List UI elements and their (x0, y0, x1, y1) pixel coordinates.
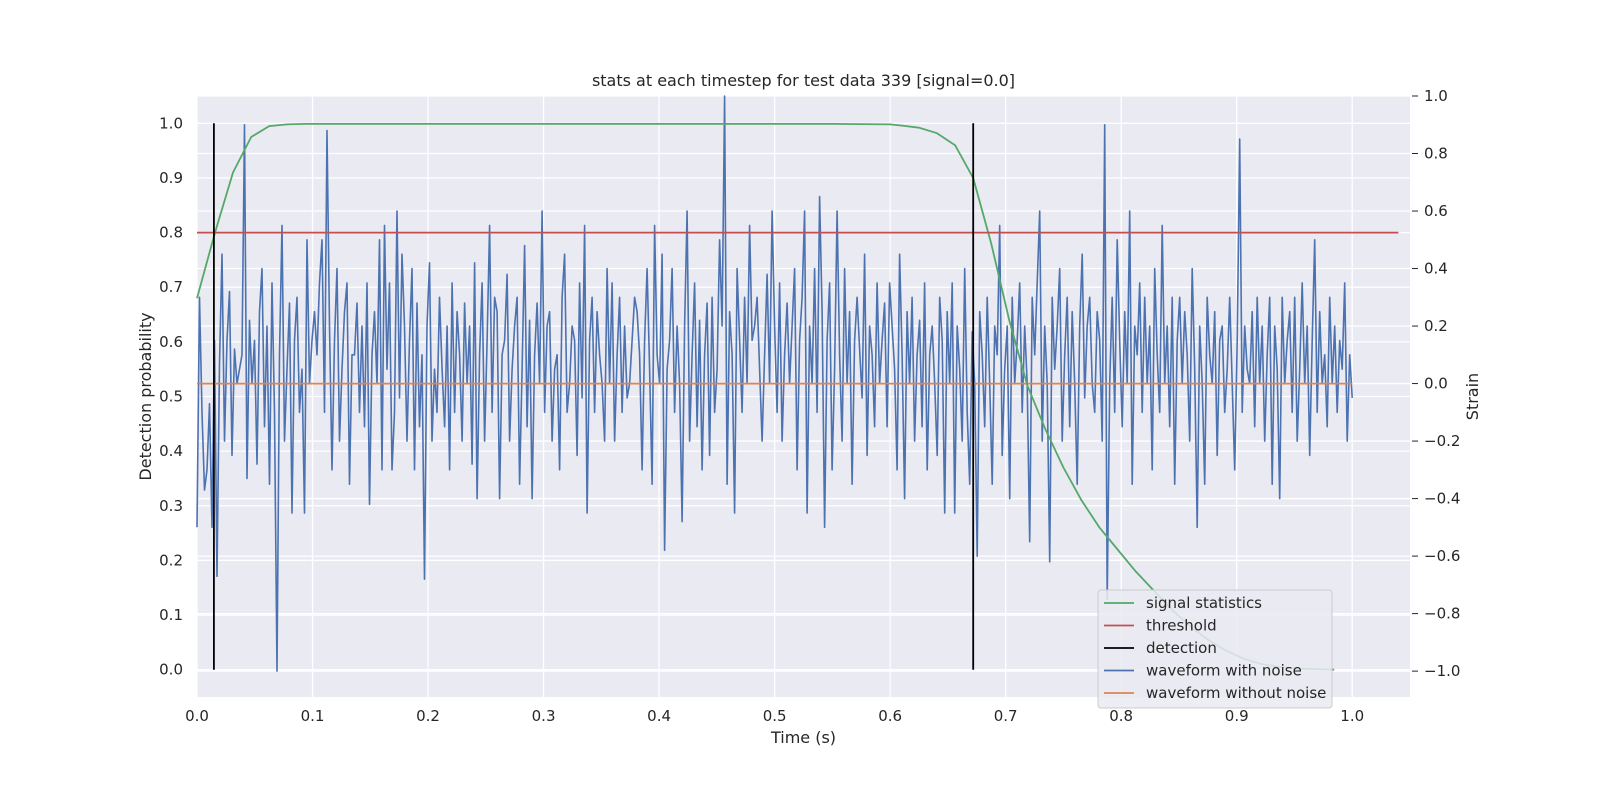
y2-tick-label: 0.0 (1424, 375, 1448, 393)
x-tick-label: 1.0 (1340, 707, 1364, 725)
x-tick-label: 0.3 (532, 707, 556, 725)
y2-tick-label: −0.4 (1424, 490, 1460, 508)
series-line-detection (213, 123, 975, 670)
y2-tick-label: 0.8 (1424, 145, 1448, 163)
y-axis-label: Detection probability (136, 312, 155, 480)
y-tick-label: 0.0 (159, 661, 183, 679)
x-tick-label: 0.7 (994, 707, 1018, 725)
x-axis-ticks: 0.0 0.1 0.2 0.3 0.4 0.5 0.6 0.7 0.8 0.9 1.0 (185, 707, 1364, 725)
y2-tick-label: 0.4 (1424, 260, 1448, 278)
legend-label: signal statistics (1146, 594, 1262, 612)
y2-tick-label: −0.2 (1424, 432, 1460, 450)
legend-label: waveform without noise (1146, 684, 1326, 702)
legend-label: detection (1146, 639, 1217, 657)
x-tick-label: 0.5 (763, 707, 787, 725)
x-tick-label: 0.4 (647, 707, 671, 725)
y-tick-label: 0.6 (159, 333, 183, 351)
y2-tick-label: 1.0 (1424, 87, 1448, 105)
y2-tick-label: −0.8 (1424, 605, 1460, 623)
y2-tick-label: −1.0 (1424, 662, 1460, 680)
x-tick-label: 0.0 (185, 707, 209, 725)
y-tick-label: 0.9 (159, 169, 183, 187)
x-tick-label: 0.6 (878, 707, 902, 725)
y-tick-label: 0.3 (159, 497, 183, 515)
x-tick-label: 0.8 (1109, 707, 1133, 725)
y-tick-label: 0.7 (159, 278, 183, 296)
y-tick-label: 0.5 (159, 388, 183, 406)
legend-box (1097, 589, 1333, 709)
x-tick-label: 0.9 (1225, 707, 1249, 725)
y2-tick-label: −0.6 (1424, 547, 1460, 565)
y-axis-ticks: 0.0 0.1 0.2 0.3 0.4 0.5 0.6 0.7 0.8 0.9 1.0 (159, 114, 183, 678)
chart-title: stats at each timestep for test data 339… (592, 71, 1015, 90)
y-tick-label: 0.8 (159, 224, 183, 242)
y-tick-label: 0.1 (159, 606, 183, 624)
legend: signal statistics threshold detection wavef… (1097, 589, 1333, 709)
legend-label: threshold (1146, 617, 1217, 635)
y-tick-label: 0.2 (159, 551, 183, 569)
y2-axis-label: Strain (1463, 373, 1482, 420)
y2-tick-label: 0.2 (1424, 317, 1448, 335)
y2-tick-label: 0.6 (1424, 202, 1448, 220)
x-tick-label: 0.1 (301, 707, 325, 725)
y2-axis-ticks: −1.0 −0.8 −0.6 −0.4 −0.2 0.0 0.2 0.4 0.6 0.8 1.0 (1412, 87, 1460, 680)
x-axis-label: Time (s) (770, 728, 836, 747)
x-tick-label: 0.2 (416, 707, 440, 725)
legend-label: waveform with noise (1146, 662, 1302, 680)
y-tick-label: 1.0 (159, 114, 183, 132)
series-line-waveform-with-noise (196, 95, 1353, 672)
y-tick-label: 0.4 (159, 442, 183, 460)
